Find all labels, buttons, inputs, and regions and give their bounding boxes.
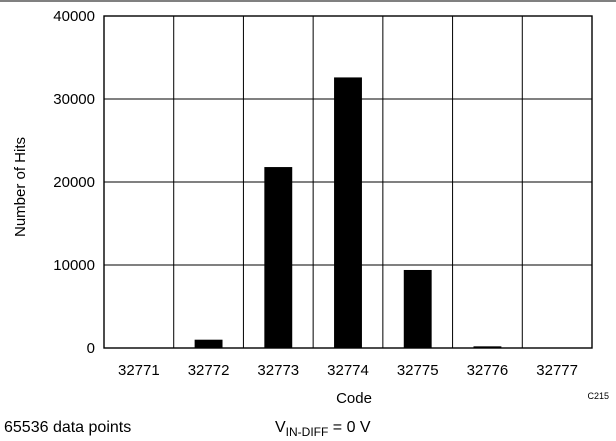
- vin-diff-note: VIN-DIFF = 0 V: [275, 419, 371, 439]
- y-tick-labels: 0 10000 20000 30000 40000: [53, 8, 95, 357]
- vin-prefix: V: [275, 419, 286, 436]
- bar-32775: [403, 269, 432, 348]
- y-tick-label: 0: [87, 340, 95, 357]
- plot-frame: [103, 15, 593, 349]
- vin-subscript: IN-DIFF: [286, 425, 329, 439]
- x-tick-labels: 32771 32772 32773 32774 32775 32776 32777: [118, 362, 578, 379]
- vin-suffix: = 0 V: [328, 419, 371, 436]
- y-tick-label: 40000: [53, 8, 95, 25]
- bar-layer: [194, 77, 502, 349]
- x-axis-label: Code: [336, 390, 372, 407]
- x-tick-label: 32774: [327, 362, 369, 379]
- figure-code-label: C215: [587, 391, 609, 401]
- bar-32772: [194, 339, 223, 348]
- y-tick-label: 10000: [53, 257, 95, 274]
- x-tick-label: 32775: [397, 362, 439, 379]
- bar-32773: [264, 167, 293, 348]
- bar-32774: [334, 77, 362, 349]
- y-tick-label: 30000: [53, 91, 95, 108]
- y-axis-label: Number of Hits: [12, 137, 29, 237]
- data-points-note: 65536 data points: [4, 419, 131, 436]
- x-tick-label: 32773: [257, 362, 299, 379]
- x-tick-label: 32776: [467, 362, 509, 379]
- x-tick-label: 32772: [188, 362, 230, 379]
- x-tick-label: 32771: [118, 362, 160, 379]
- x-tick-label: 32777: [536, 362, 578, 379]
- y-tick-label: 20000: [53, 174, 95, 191]
- bar-32776: [473, 346, 502, 348]
